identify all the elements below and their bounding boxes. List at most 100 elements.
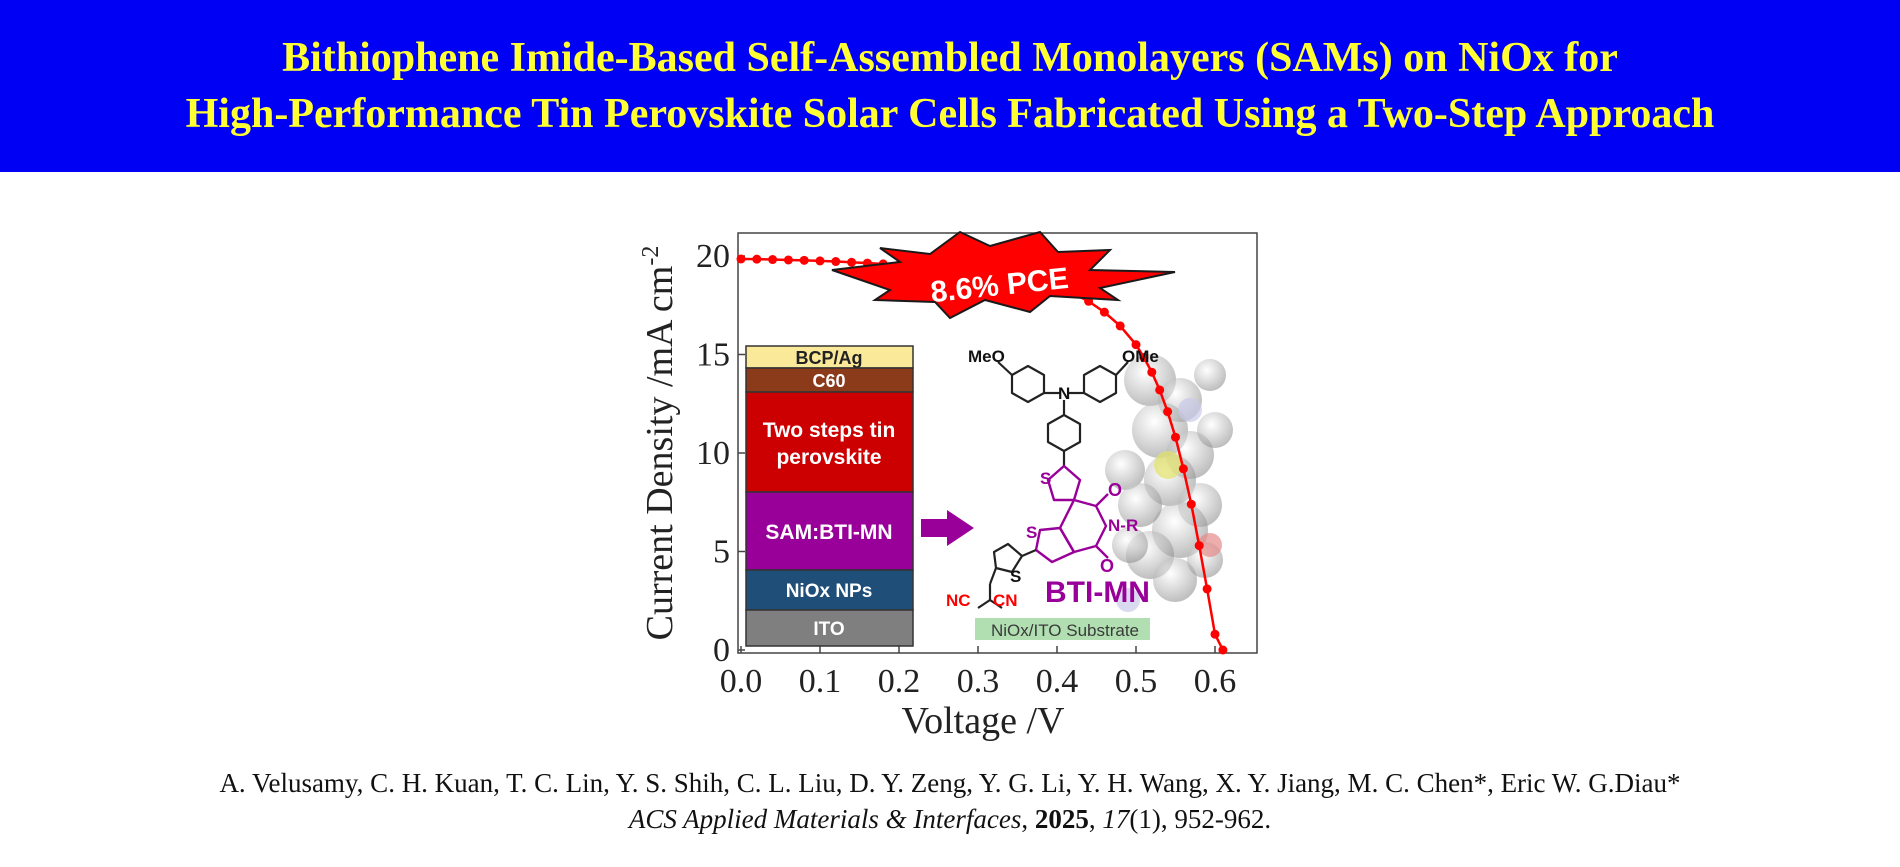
x-tick-label: 0.2: [878, 663, 921, 700]
o2-label: O: [1100, 556, 1114, 576]
imide-ring: [1058, 498, 1108, 554]
data-point: [1178, 464, 1188, 474]
data-point: [1171, 432, 1180, 442]
layer-perovskite-label-2: perovskite: [776, 446, 881, 469]
y-axis-label: Current Density /mA cm-2: [638, 246, 681, 641]
pce-badge: 8.6% PCE: [831, 230, 1176, 320]
thiophene-3: [992, 542, 1024, 574]
citation-pages: , 952-962.: [1160, 804, 1272, 834]
citation-issue: (1): [1129, 804, 1161, 834]
cn-label: CN: [993, 591, 1018, 610]
pce-starburst: [831, 230, 1176, 320]
data-point: [1131, 340, 1141, 350]
y-tick-label: 15: [696, 337, 730, 374]
o1-label: O: [1108, 480, 1122, 500]
title-line-1: Bithiophene Imide-Based Self-Assembled M…: [282, 35, 1618, 81]
citation-authors: A. Velusamy, C. H. Kuan, T. C. Lin, Y. S…: [219, 768, 1681, 798]
data-point: [1099, 307, 1109, 317]
ome-label: OMe: [1122, 347, 1159, 366]
axis-ticks: 0.0 0.1 0.2 0.3 0.4 0.5 0.6 0 5 10 15 20: [696, 238, 1236, 700]
model-atom: [1105, 450, 1145, 490]
model-atom-colored: [1154, 451, 1182, 479]
layer-niox-label: NiOx NPs: [786, 581, 873, 602]
model-atom-colored: [1116, 588, 1140, 612]
layer-bcp-ag-label: BCP/Ag: [796, 348, 863, 368]
molecule-name: BTI-MN: [1045, 576, 1150, 609]
layer-ito-label: ITO: [813, 619, 844, 640]
amine-n-label: N: [1058, 384, 1070, 403]
model-atom-colored: [1178, 398, 1202, 422]
x-tick-label: 0.0: [720, 663, 763, 700]
layer-perovskite: [745, 391, 914, 493]
title-line-2: High-Performance Tin Perovskite Solar Ce…: [185, 91, 1715, 137]
model-atom: [1194, 359, 1226, 391]
plot-area: [737, 232, 1258, 654]
data-point: [768, 255, 778, 265]
citation-reference: ACS Applied Materials & Interfaces, 2025…: [0, 804, 1900, 835]
layer-sam-label: SAM:BTI-MN: [765, 521, 892, 544]
model-atom: [1153, 558, 1197, 602]
data-point: [736, 254, 746, 264]
btimn-molecule: [977, 361, 1129, 609]
data-point: [1218, 645, 1228, 655]
layer-c60: [745, 367, 914, 393]
x-tick-label: 0.6: [1194, 663, 1237, 700]
data-point: [847, 257, 857, 267]
citation-volume: 17: [1102, 804, 1130, 834]
device-stack: BCP/Ag C60 Two steps tin perovskite SAM:…: [745, 345, 914, 647]
thiophene-2: [1034, 526, 1076, 564]
plot-frame: [737, 232, 1258, 654]
s3-label: S: [1010, 567, 1021, 586]
anisyl-ring-right: [1082, 364, 1118, 404]
y-tick-label: 0: [713, 632, 730, 669]
data-point: [815, 256, 825, 266]
model-atom-colored: [1198, 533, 1222, 557]
thiophene-1: [1046, 464, 1082, 502]
x-tick-label: 0.3: [957, 663, 1000, 700]
layer-sam: [745, 491, 914, 571]
anisyl-ring-left: [1010, 364, 1046, 404]
molecular-model-render: [1105, 354, 1233, 612]
citation-year: 2025: [1034, 804, 1089, 834]
s2-label: S: [1026, 523, 1037, 542]
data-point: [799, 255, 809, 265]
nc-label: NC: [946, 591, 971, 610]
substrate-label: NiOx/ITO Substrate: [991, 621, 1139, 640]
layer-perovskite-label-1: Two steps tin: [763, 419, 896, 442]
data-point: [752, 254, 762, 264]
meo-label: MeO: [968, 347, 1005, 366]
citation-sep-2: ,: [1088, 804, 1103, 834]
title-banner: Bithiophene Imide-Based Self-Assembled M…: [0, 0, 1900, 172]
data-point: [1186, 499, 1196, 509]
citation-journal: ACS Applied Materials & Interfaces: [628, 804, 1022, 834]
model-atom: [1197, 412, 1233, 448]
layer-c60-label: C60: [812, 371, 845, 391]
layer-ito: [745, 609, 914, 647]
phenyl-ring-center: [1046, 413, 1082, 453]
x-tick-label: 0.5: [1115, 663, 1158, 700]
data-point: [1115, 321, 1125, 331]
data-point: [1210, 629, 1220, 639]
layer-niox: [745, 569, 914, 611]
nr-label: N-R: [1108, 516, 1138, 535]
data-point: [1155, 385, 1165, 395]
model-atom: [1112, 527, 1148, 563]
y-tick-label: 10: [696, 435, 730, 472]
y-tick-label: 5: [713, 534, 730, 571]
y-tick-label: 20: [696, 238, 730, 275]
s1-label: S: [1040, 469, 1051, 488]
data-point: [1202, 584, 1212, 594]
data-point: [1139, 352, 1149, 362]
citation-sep-1: ,: [1021, 804, 1035, 834]
x-tick-label: 0.1: [799, 663, 842, 700]
substrate-bar: NiOx/ITO Substrate: [975, 618, 1150, 640]
model-atom: [1118, 483, 1162, 527]
data-point: [1147, 367, 1157, 377]
data-point: [831, 257, 841, 267]
data-point: [783, 255, 793, 265]
molecule-atom-labels: MeO OMe N S S S O O N-R NC CN BTI-MN: [946, 347, 1159, 610]
data-point: [1194, 541, 1204, 551]
arrow-icon: [921, 510, 974, 546]
x-tick-label: 0.4: [1036, 663, 1079, 700]
